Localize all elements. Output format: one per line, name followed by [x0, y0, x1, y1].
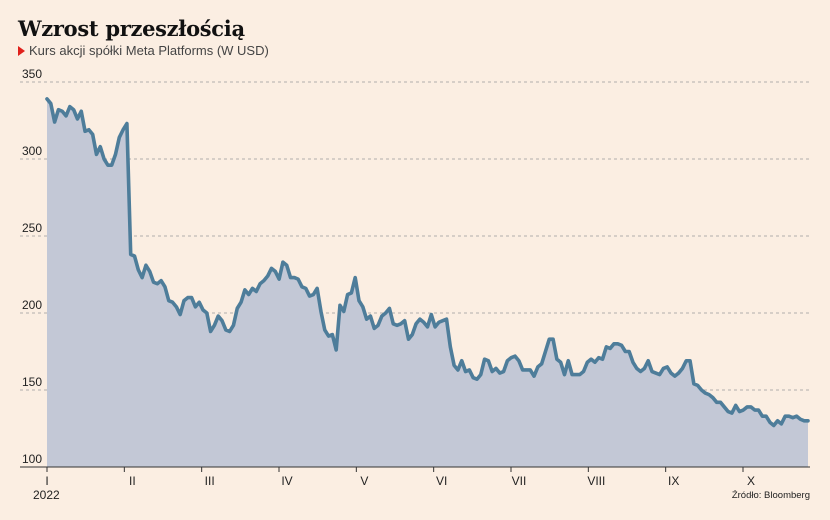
y-tick-label-350: 350 — [22, 67, 42, 81]
x-tick-label-IX: IX — [668, 474, 679, 488]
chart-title: Wzrost przeszłością — [18, 16, 245, 41]
x-tick-label-IV: IV — [281, 474, 292, 488]
series-layer — [45, 97, 810, 467]
y-tick-label-150: 150 — [22, 375, 42, 389]
x-tick-label-III: III — [205, 474, 215, 488]
x-tick-label-I: I — [45, 474, 48, 488]
x-tick-label-II: II — [129, 474, 136, 488]
x-tick-label-VII: VII — [512, 474, 527, 488]
price-area — [47, 98, 808, 467]
y-tick-label-200: 200 — [22, 298, 42, 312]
x-tick-label-V: V — [360, 474, 368, 488]
red-triangle-icon — [18, 45, 25, 56]
y-tick-label-100: 100 — [22, 452, 42, 466]
x-tick-label-X: X — [747, 474, 755, 488]
subtitle-text: Kurs akcji spółki Meta Platforms (W USD) — [29, 43, 269, 58]
price-line — [45, 97, 810, 428]
year-label: 2022 — [33, 488, 60, 502]
y-tick-label-300: 300 — [22, 144, 42, 158]
y-tick-label-250: 250 — [22, 221, 42, 235]
source-note: Źródło: Bloomberg — [731, 490, 810, 501]
x-tick-label-VIII: VIII — [587, 474, 605, 488]
x-tick-label-VI: VI — [436, 474, 447, 488]
chart-subtitle: Kurs akcji spółki Meta Platforms (W USD) — [18, 43, 269, 58]
